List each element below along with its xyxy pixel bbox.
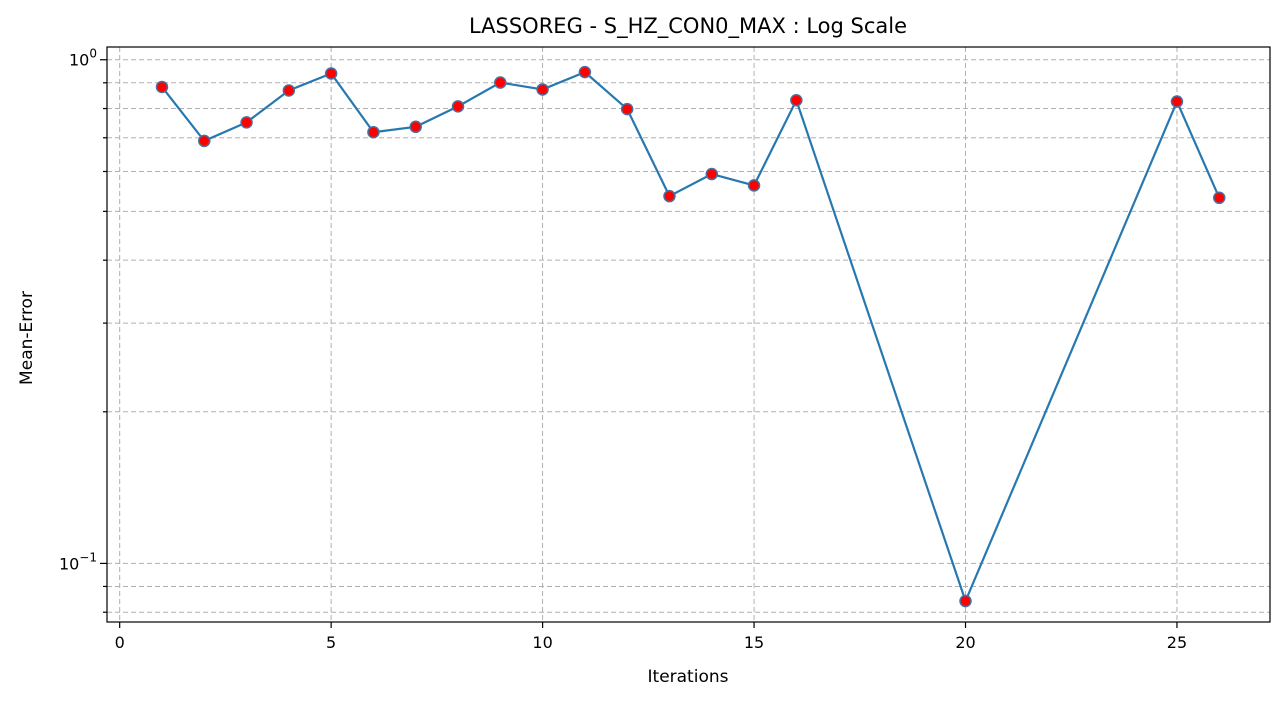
data-point	[790, 93, 803, 107]
y-tick-exponent: −1	[79, 550, 97, 564]
data-point	[451, 100, 465, 113]
data-point	[324, 67, 338, 80]
data-point	[705, 167, 719, 181]
y-tick-label: 10−1	[59, 550, 97, 573]
y-tick-base: 10	[69, 51, 89, 70]
x-tick-label: 15	[744, 633, 764, 652]
x-tick-label: 5	[326, 633, 336, 652]
data-point	[620, 102, 634, 116]
data-point	[578, 65, 592, 79]
x-tick-label: 20	[955, 633, 975, 652]
data-point	[663, 189, 676, 203]
x-tick-label: 10	[532, 633, 552, 652]
series-line	[161, 70, 1221, 605]
plot-area-frame	[106, 46, 1271, 623]
x-axis-label: Iterations	[648, 667, 729, 687]
data-point	[494, 76, 507, 89]
data-point	[282, 84, 296, 97]
data-point	[155, 80, 169, 94]
data-point	[536, 83, 549, 96]
data-point	[367, 125, 380, 139]
chart-title: LASSOREG - S_HZ_CON0_MAX : Log Scale	[469, 14, 907, 39]
y-tick-base: 10	[59, 554, 79, 573]
x-tick-label: 25	[1167, 633, 1187, 652]
x-axis: 0 5 10 15 20 25	[115, 622, 1187, 652]
data-point	[1170, 95, 1184, 108]
data-point	[747, 179, 761, 192]
y-tick-exponent: 0	[89, 47, 97, 61]
data-point	[409, 120, 422, 134]
data-point	[959, 594, 972, 608]
x-tick-label: 0	[115, 633, 125, 652]
data-point	[1213, 191, 1226, 205]
y-axis-label: Mean-Error	[17, 291, 37, 385]
data-point	[240, 116, 253, 129]
data-point	[198, 134, 211, 148]
series-layer	[155, 65, 1226, 608]
y-tick-label: 100	[69, 47, 97, 70]
grid-lines	[107, 47, 1270, 622]
